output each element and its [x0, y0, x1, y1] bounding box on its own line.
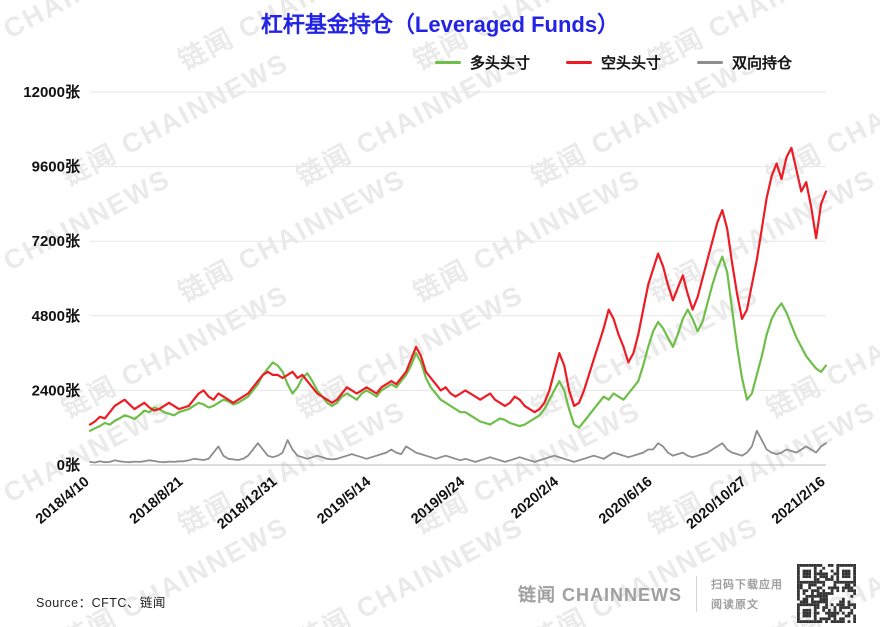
footer-read-text: 阅读原文	[711, 598, 759, 611]
legend-swatch-short	[565, 61, 592, 64]
svg-text:2019/9/24: 2019/9/24	[408, 474, 468, 528]
footer-divider	[696, 575, 697, 612]
svg-text:2019/5/14: 2019/5/14	[314, 474, 374, 528]
svg-text:2018/8/21: 2018/8/21	[127, 474, 187, 528]
legend-label-long: 多头头寸	[469, 55, 530, 72]
legend-label-short: 空头头寸	[600, 55, 661, 72]
footer-download-text: 扫码下载应用	[711, 578, 783, 591]
svg-text:2020/10/27: 2020/10/27	[684, 474, 750, 533]
legend-item-short: 空头头寸	[565, 52, 661, 73]
svg-text:7200张: 7200张	[32, 233, 81, 250]
footer-text-block: 扫码下载应用 阅读原文	[711, 576, 783, 612]
chart-legend: 多头头寸 空头头寸 双向持仓	[434, 52, 792, 73]
svg-text:2018/12/31: 2018/12/31	[214, 474, 280, 533]
svg-text:12000张: 12000张	[23, 84, 81, 101]
source-label: Source：CFTC、链闻	[36, 596, 166, 610]
chart-title: 杠杆基金持仓（Leveraged Funds）	[260, 12, 620, 37]
svg-text:2018/4/10: 2018/4/10	[33, 474, 93, 528]
svg-text:4800张: 4800张	[32, 308, 81, 325]
svg-text:2400张: 2400张	[32, 382, 81, 399]
legend-swatch-long	[434, 61, 461, 64]
qr-code	[797, 564, 856, 623]
svg-text:2020/6/16: 2020/6/16	[596, 474, 656, 528]
svg-text:2020/2/4: 2020/2/4	[508, 474, 562, 523]
brand-logo: 链闻 CHAINNEWS	[518, 584, 682, 605]
legend-label-both: 双向持仓	[731, 55, 792, 72]
legend-item-both: 双向持仓	[696, 52, 792, 73]
legend-swatch-both	[696, 61, 723, 64]
svg-text:9600张: 9600张	[32, 159, 81, 176]
legend-item-long: 多头头寸	[434, 52, 530, 73]
svg-text:2021/2/16: 2021/2/16	[769, 474, 829, 528]
footer-brand-block: 链闻 CHAINNEWS 扫码下载应用 阅读原文	[518, 564, 856, 623]
svg-text:0张: 0张	[57, 457, 81, 474]
